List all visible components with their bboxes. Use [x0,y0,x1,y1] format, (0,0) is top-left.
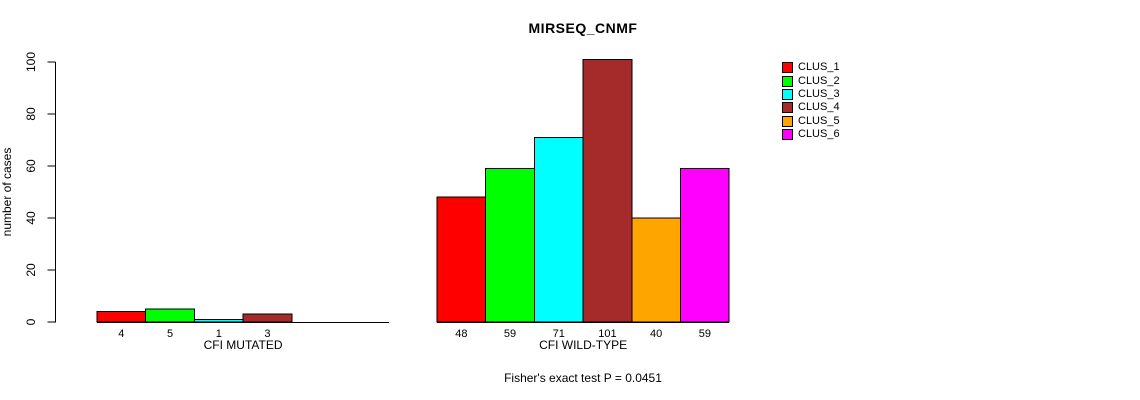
bar-clus_3 [533,136,584,323]
legend-swatch [782,129,793,141]
legend-item: CLUS_2 [782,74,840,87]
bar-clus_1 [96,311,147,323]
chart-title: MIRSEQ_CNMF [528,20,638,36]
legend-label: CLUS_6 [798,128,840,141]
y-axis-label: number of cases [0,148,14,237]
bar-clus_4 [582,58,633,323]
bar-value-label: 71 [553,328,565,340]
legend-item: CLUS_3 [782,88,840,101]
legend-label: CLUS_5 [798,114,840,127]
y-tick-label: 80 [24,107,38,121]
legend: CLUS_1 CLUS_2 CLUS_3 CLUS_4 CLUS_5 CLUS_6 [782,61,840,141]
group-label: CFI MUTATED [204,338,283,352]
bar-value-label: 1 [216,328,222,340]
bar-clus_2 [485,168,535,323]
annotation-text: Fisher's exact test P = 0.0451 [504,371,662,385]
legend-label: CLUS_2 [798,74,840,87]
bar-value-label: 3 [264,328,270,340]
bar-clus_5 [631,217,681,323]
y-tick-label: 0 [24,318,38,325]
bar-value-label: 40 [650,328,662,340]
bar-clus_6 [680,168,730,323]
bar-value-label: 4 [118,328,124,340]
legend-label: CLUS_4 [798,101,840,114]
bar-value-label: 48 [455,328,467,340]
bar-value-label: 59 [504,328,516,340]
legend-swatch [782,75,793,87]
bar-value-label: 59 [699,328,711,340]
group-label: CFI WILD-TYPE [539,338,627,352]
y-tick-label: 60 [24,159,38,173]
legend-item: CLUS_1 [782,61,840,74]
legend-swatch [782,88,793,100]
bar-value-label: 5 [167,328,173,340]
legend-label: CLUS_1 [798,61,840,74]
y-tick-label: 40 [24,211,38,225]
legend-item: CLUS_6 [782,128,840,141]
legend-swatch [782,102,793,114]
bar-clus_3 [193,318,244,323]
bar-clus_1 [436,196,487,323]
legend-swatch [782,115,793,127]
bar-clus_4 [242,313,293,323]
y-tick-label: 20 [24,263,38,277]
bar-value-label: 101 [598,328,616,340]
legend-item: CLUS_5 [782,115,840,128]
y-tick-label: 100 [24,52,38,72]
legend-label: CLUS_3 [798,87,840,100]
legend-item: CLUS_4 [782,101,840,114]
legend-swatch [782,62,793,74]
bar-clus_2 [145,308,195,323]
